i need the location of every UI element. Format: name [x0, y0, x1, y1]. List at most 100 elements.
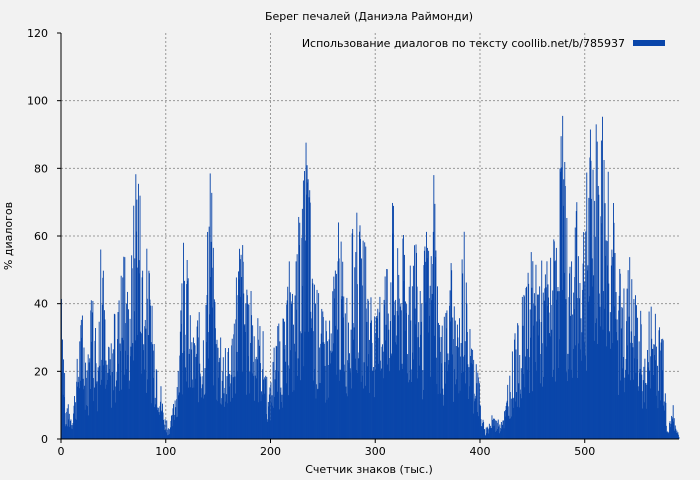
bar [245, 303, 247, 439]
bar [657, 365, 658, 439]
bar [340, 370, 342, 439]
bar [260, 363, 261, 439]
bar [230, 374, 232, 439]
bar [580, 349, 581, 439]
bar [322, 317, 324, 439]
bar [135, 231, 137, 439]
bar [649, 388, 651, 439]
bar [177, 371, 179, 439]
bar [578, 343, 580, 439]
bar [386, 268, 388, 439]
bar [552, 290, 554, 439]
bar [190, 387, 192, 439]
x-tick-label: 0 [58, 445, 65, 458]
bar [88, 362, 90, 439]
bar [451, 354, 453, 439]
bar [571, 261, 573, 440]
bar [655, 360, 657, 439]
bar [324, 365, 326, 439]
bar [590, 160, 592, 440]
bar [532, 303, 534, 439]
bar [99, 384, 101, 439]
bar [146, 248, 148, 439]
bar [125, 350, 127, 439]
bar [554, 381, 556, 439]
bar [668, 431, 670, 439]
bar [338, 222, 339, 439]
bar [413, 359, 415, 439]
bar [381, 346, 383, 439]
bar [557, 287, 559, 439]
bar [214, 328, 216, 439]
bar [389, 321, 391, 439]
bar [134, 258, 136, 439]
bar [88, 415, 90, 439]
bar [550, 304, 552, 439]
bar [230, 401, 232, 439]
bar [283, 318, 284, 439]
bar [487, 429, 489, 439]
bar [212, 267, 214, 439]
bar [122, 340, 124, 439]
bar [114, 402, 116, 439]
bar [451, 270, 453, 439]
bar [449, 290, 451, 439]
bar [257, 339, 259, 439]
bar [618, 310, 620, 439]
bar [676, 433, 678, 439]
bar [91, 341, 93, 439]
bar [556, 291, 558, 439]
bar [217, 347, 219, 439]
bar [651, 349, 653, 439]
bar [622, 368, 624, 439]
bar [324, 402, 326, 439]
bar [388, 371, 390, 439]
bar [675, 432, 677, 439]
bar [241, 371, 243, 439]
bar [444, 383, 446, 439]
bar [387, 364, 389, 439]
bar [77, 382, 79, 439]
bar [544, 288, 546, 439]
bar [296, 309, 298, 439]
bar [208, 226, 210, 439]
bar [605, 240, 607, 439]
bar [623, 288, 625, 439]
bar [148, 273, 150, 439]
bar [370, 322, 371, 439]
bar [441, 363, 443, 439]
bar [606, 241, 608, 439]
legend-swatch [633, 40, 665, 46]
bar [620, 328, 622, 439]
bar [258, 345, 260, 439]
bar [489, 427, 491, 439]
bar [611, 249, 613, 439]
bar [89, 388, 91, 439]
bar [628, 374, 630, 439]
bar [306, 165, 308, 440]
bar [157, 407, 159, 439]
bar [501, 428, 503, 439]
bar [543, 376, 545, 439]
bar [315, 303, 316, 439]
bar [167, 435, 169, 439]
bar [375, 333, 377, 439]
bar [526, 286, 527, 439]
bar [176, 399, 178, 439]
bar [260, 401, 262, 439]
bar [455, 346, 457, 439]
bar [669, 422, 670, 439]
bar [264, 379, 266, 439]
bar [164, 419, 166, 439]
bar [114, 314, 116, 439]
bar [513, 397, 515, 439]
bar [306, 194, 308, 439]
bar [263, 393, 265, 439]
bar [474, 401, 476, 439]
bar [198, 312, 200, 439]
bar [130, 356, 132, 439]
bar [466, 332, 468, 439]
bar [520, 393, 522, 439]
bar [283, 349, 285, 439]
bar [643, 402, 645, 439]
